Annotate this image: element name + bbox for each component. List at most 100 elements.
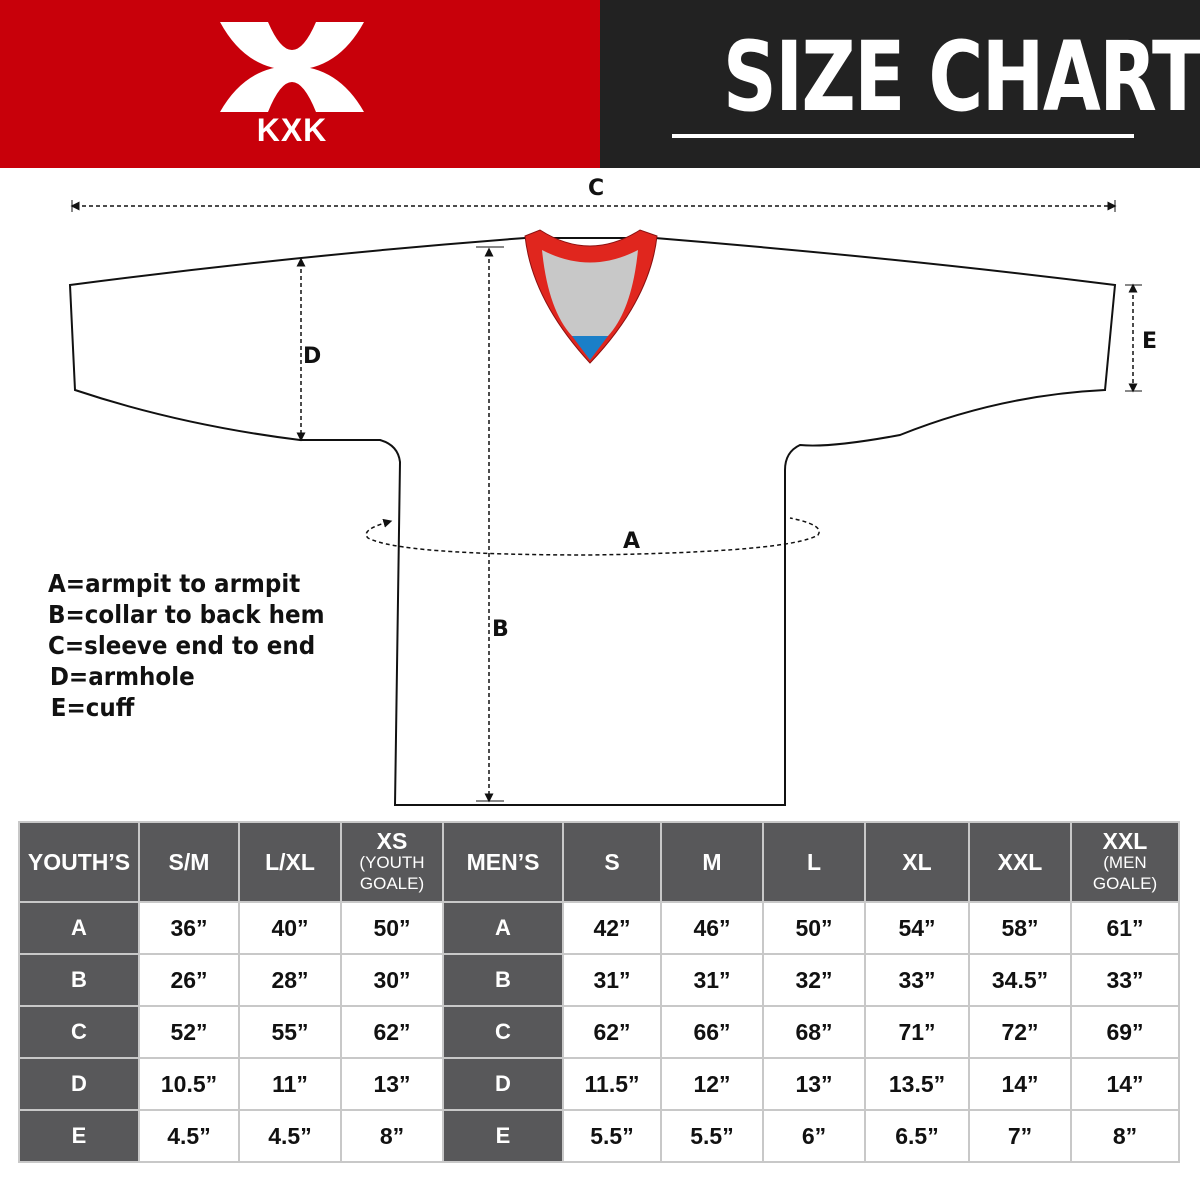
row-label: B (20, 955, 138, 1005)
men-header: MEN’S (444, 823, 562, 901)
size-name: L/XL (265, 849, 315, 875)
measurement-cell: 30” (342, 955, 442, 1005)
measurement-cell: 13” (342, 1059, 442, 1109)
legend-item: E=cuff (50, 693, 135, 722)
size-column-header: S/M (140, 823, 238, 901)
measurement-cell: 72” (970, 1007, 1070, 1057)
measurement-cell: 62” (564, 1007, 660, 1057)
measurement-cell: 4.5” (240, 1111, 340, 1161)
size-column-header: XS (YOUTH GOALE) (342, 823, 442, 901)
size-column-header: M (662, 823, 762, 901)
measurement-cell: 28” (240, 955, 340, 1005)
row-label: A (444, 903, 562, 953)
measurement-cell: 26” (140, 955, 238, 1005)
jersey-diagram (68, 200, 1142, 806)
size-column-header: XXL (970, 823, 1070, 901)
row-label: E (444, 1111, 562, 1161)
jersey-outline (68, 237, 1117, 806)
size-name: XL (902, 849, 932, 875)
measurement-cell: 12” (662, 1059, 762, 1109)
measurement-cell: 46” (662, 903, 762, 953)
row-label: D (20, 1059, 138, 1109)
measurement-cell: 13.5” (866, 1059, 968, 1109)
measurement-cell: 36” (140, 903, 238, 953)
row-label: D (444, 1059, 562, 1109)
measurement-cell: 62” (342, 1007, 442, 1057)
measurement-cell: 6.5” (866, 1111, 968, 1161)
measurement-cell: 66” (662, 1007, 762, 1057)
measurement-cell: 52” (140, 1007, 238, 1057)
measurement-cell: 31” (564, 955, 660, 1005)
table-row: E 4.5” 4.5” 8” E 5.5” 5.5” 6” 6.5” 7” 8” (20, 1111, 1178, 1161)
size-column-header: S (564, 823, 660, 901)
legend-item: B=collar to back hem (48, 600, 325, 629)
measurement-cell: 8” (1072, 1111, 1178, 1161)
label-b: B (492, 617, 509, 642)
measurement-cell: 42” (564, 903, 660, 953)
measurement-cell: 5.5” (662, 1111, 762, 1161)
label-c: C (588, 176, 605, 201)
measurement-cell: 61” (1072, 903, 1178, 953)
measurement-cell: 34.5” (970, 955, 1070, 1005)
size-column-header: L (764, 823, 864, 901)
measurement-cell: 5.5” (564, 1111, 660, 1161)
measurement-legend: A=armpit to armpit B=collar to back hem … (48, 568, 325, 723)
size-name: XXL (1102, 828, 1148, 854)
logo-text: KXK (218, 112, 366, 149)
table-row: B 26” 28” 30” B 31” 31” 32” 33” 34.5” 33” (20, 955, 1178, 1005)
youth-header: YOUTH’S (20, 823, 138, 901)
size-column-header: XXL (MEN GOALE) (1072, 823, 1178, 901)
size-name: M (702, 849, 722, 875)
title-underline (672, 134, 1134, 138)
page-title: SIZE CHART (722, 21, 1200, 133)
header-row: YOUTH’S S/M L/XL XS (YOUTH GOALE) MEN’S S M L XL X… (20, 823, 1178, 901)
size-name: S/M (168, 849, 210, 875)
row-label: E (20, 1111, 138, 1161)
measurement-cell: 11” (240, 1059, 340, 1109)
measurement-cell: 6” (764, 1111, 864, 1161)
kxk-logo (220, 22, 364, 112)
size-name: S (604, 849, 620, 875)
measurement-cell: 54” (866, 903, 968, 953)
logo-wordmark: KXK (256, 112, 328, 148)
measurement-cell: 50” (764, 903, 864, 953)
size-table: YOUTH’S S/M L/XL XS (YOUTH GOALE) MEN’S S M L XL X… (18, 821, 1180, 1163)
legend-item: D=armhole (49, 662, 195, 691)
legend-item: C=sleeve end to end (48, 631, 316, 660)
legend-item: A=armpit to armpit (48, 569, 301, 598)
measurement-cell: 71” (866, 1007, 968, 1057)
label-e: E (1142, 329, 1158, 354)
measurement-cell: 14” (970, 1059, 1070, 1109)
row-label: C (444, 1007, 562, 1057)
size-name: XS (376, 828, 408, 854)
table-row: D 10.5” 11” 13” D 11.5” 12” 13” 13.5” 14” 14” (20, 1059, 1178, 1109)
row-label: C (20, 1007, 138, 1057)
measurement-cell: 69” (1072, 1007, 1178, 1057)
collar-tip (572, 336, 608, 360)
measurement-cell: 7” (970, 1111, 1070, 1161)
label-d: D (303, 344, 322, 369)
measurement-cell: 58” (970, 903, 1070, 953)
table-row: A 36” 40” 50” A 42” 46” 50” 54” 58” 61” (20, 903, 1178, 953)
row-label: A (20, 903, 138, 953)
measurement-cell: 33” (1072, 955, 1178, 1005)
measurement-cell: 11.5” (564, 1059, 660, 1109)
collar-inner (542, 250, 638, 336)
size-column-header: XL (866, 823, 968, 901)
measurement-cell: 31” (662, 955, 762, 1005)
measurement-cell: 10.5” (140, 1059, 238, 1109)
measurement-cell: 13” (764, 1059, 864, 1109)
measure-a (365, 517, 820, 556)
size-note: (MEN GOALE) (1092, 853, 1158, 893)
row-label: B (444, 955, 562, 1005)
size-note: (YOUTH GOALE) (359, 853, 425, 893)
label-a: A (623, 529, 641, 554)
measurement-cell: 33” (866, 955, 968, 1005)
measurement-cell: 68” (764, 1007, 864, 1057)
measurement-cell: 4.5” (140, 1111, 238, 1161)
measurement-cell: 50” (342, 903, 442, 953)
size-column-header: L/XL (240, 823, 340, 901)
measurement-cell: 32” (764, 955, 864, 1005)
measurement-cell: 40” (240, 903, 340, 953)
measurement-cell: 55” (240, 1007, 340, 1057)
